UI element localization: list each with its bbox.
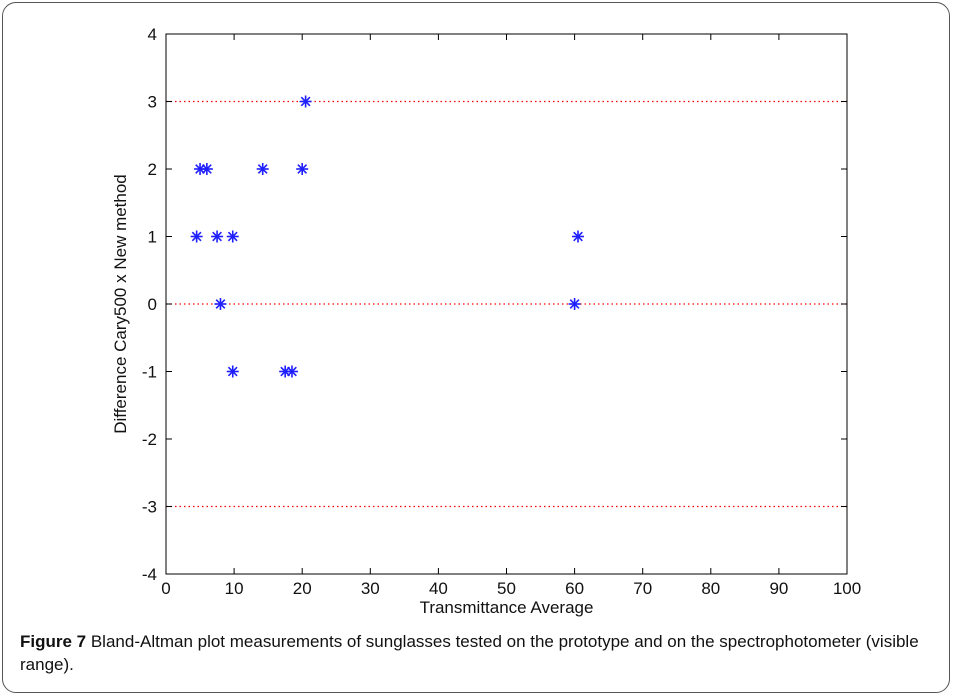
data-point [211,230,224,243]
y-tick-label: 3 [148,93,157,112]
data-point [256,163,269,175]
x-tick-label: 10 [225,579,244,598]
x-tick-label: 70 [633,579,652,598]
data-points [190,95,585,378]
data-point [226,230,239,243]
x-tick-label: 20 [293,579,312,598]
x-tick-label: 30 [361,579,380,598]
y-axis-label: Difference Cary500 x New method [111,174,130,434]
x-tick-label: 40 [429,579,448,598]
y-tick-label: -4 [142,565,157,584]
plot-area [165,33,848,575]
y-tick-label: 0 [148,295,157,314]
bland-altman-chart: 0 10 20 30 40 50 60 70 80 90 100 -4 -3 -2 -1 0 1 2 3 4 Tran… [111,25,861,617]
x-tick-label: 90 [769,579,788,598]
y-tick-label: 2 [148,160,157,179]
x-tick-label: 80 [701,579,720,598]
y-tick-label: 4 [148,25,157,44]
x-axis-label: Transmittance Average [420,598,594,617]
data-point [299,95,312,108]
x-tick-label: 100 [833,579,861,598]
data-point [572,230,585,243]
caption-text: Bland-Altman plot measurements of sungla… [20,632,919,674]
y-tick-label: -2 [142,430,157,449]
reference-lines [166,100,847,508]
x-tick-label: 0 [161,579,170,598]
data-point [285,365,298,378]
data-point [226,365,239,378]
caption-label: Figure 7 [20,632,87,651]
x-tick-label: 50 [497,579,516,598]
figure-caption: Figure 7 Bland-Altman plot measurements … [20,630,920,676]
y-tick-label: -3 [142,498,157,517]
axis-ticks: 0 10 20 30 40 50 60 70 80 90 100 -4 -3 -2 -1 0 1 2 3 4 [142,25,861,598]
x-tick-label: 60 [565,579,584,598]
data-point [200,163,213,175]
data-point [214,298,227,310]
y-tick-label: 1 [148,228,157,247]
data-point [568,298,581,310]
data-point [190,230,203,243]
data-point [296,163,309,175]
y-tick-label: -1 [142,363,157,382]
